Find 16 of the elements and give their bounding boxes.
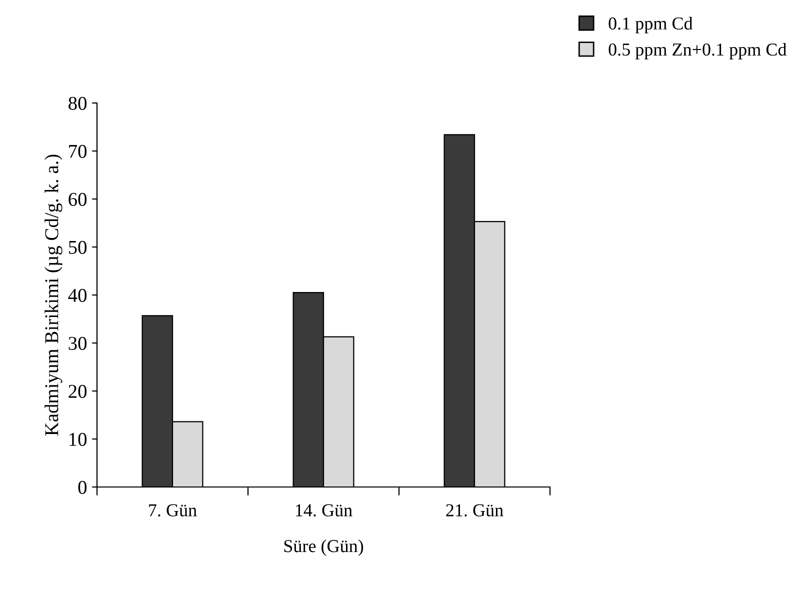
x-tick-label: 14. Gün bbox=[296, 504, 352, 516]
y-tick-label: 40 bbox=[68, 288, 87, 302]
y-axis-title: Kadmiyum Birikimi (µg Cd/g. k. a.) bbox=[44, 154, 62, 436]
y-tick-label: 0 bbox=[78, 480, 87, 494]
x-axis-title: Süre (Gün) bbox=[284, 539, 364, 556]
y-tick-label: 10 bbox=[70, 432, 87, 446]
x-tick-label: 21. Gün bbox=[446, 504, 504, 516]
legend-label: 0.1 ppm Cd bbox=[608, 16, 693, 34]
y-tick-label: 30 bbox=[68, 336, 87, 350]
x-tick-label: 7. Gün bbox=[149, 504, 197, 516]
legend-label: 0.5 ppm Zn+0.1 ppm Cd bbox=[608, 42, 787, 60]
y-tick-label: 50 bbox=[68, 240, 87, 254]
y-tick-label: 80 bbox=[68, 96, 87, 110]
y-tick-label: 70 bbox=[69, 144, 87, 158]
y-tick-label: 60 bbox=[68, 192, 87, 206]
y-tick-label: 20 bbox=[68, 384, 87, 398]
